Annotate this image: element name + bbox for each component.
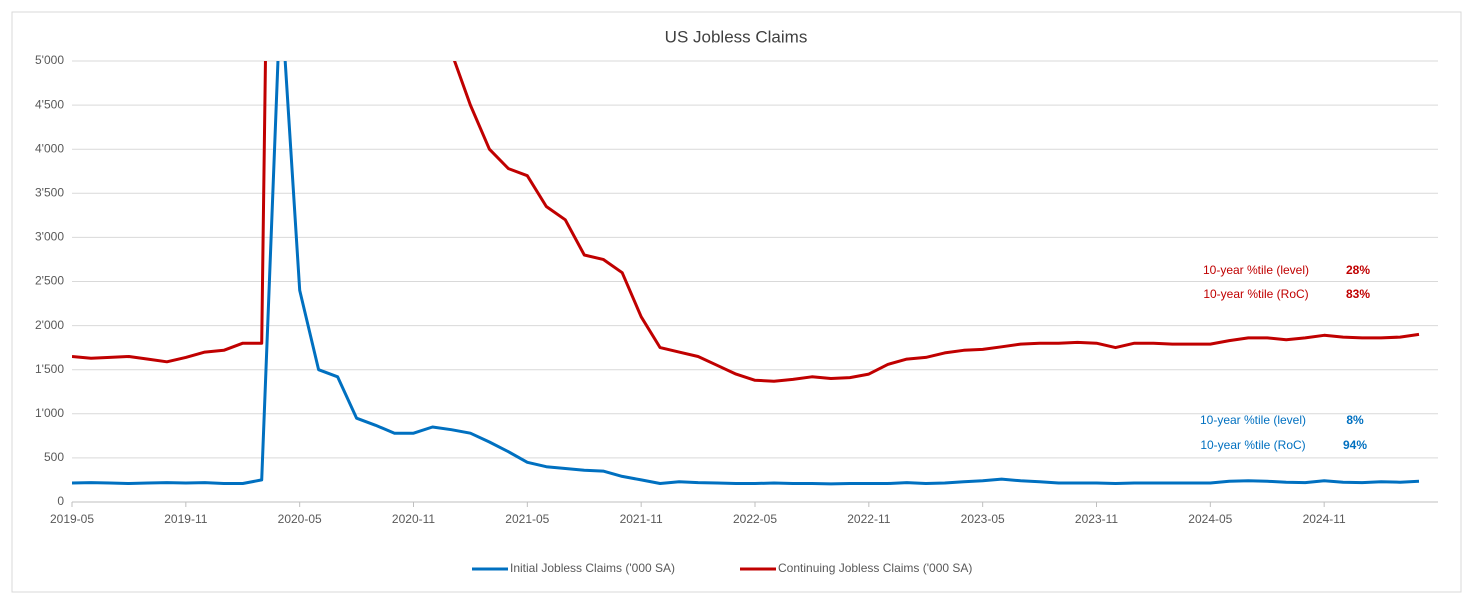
annotation-value: 94% <box>1343 438 1367 452</box>
x-tick-label: 2023-11 <box>1075 512 1118 526</box>
x-tick-label: 2021-05 <box>505 512 549 526</box>
x-tick-label: 2019-11 <box>164 512 207 526</box>
annotation-value: 83% <box>1346 287 1370 301</box>
chart-title: US Jobless Claims <box>665 27 808 46</box>
x-tick-label: 2023-05 <box>961 512 1005 526</box>
legend-label: Initial Jobless Claims ('000 SA) <box>510 561 675 575</box>
x-tick-label: 2022-11 <box>847 512 890 526</box>
annotation-label: 10-year %tile (RoC) <box>1200 438 1305 452</box>
y-tick-label: 3'500 <box>35 185 64 199</box>
x-tick-label: 2024-11 <box>1303 512 1346 526</box>
plot-area <box>72 61 1420 486</box>
x-tick-label: 2020-05 <box>278 512 322 526</box>
x-tick-label: 2021-11 <box>620 512 663 526</box>
annotation-value: 28% <box>1346 263 1370 277</box>
x-tick-label: 2022-05 <box>733 512 777 526</box>
y-tick-label: 5'000 <box>35 53 64 67</box>
series-line <box>72 61 1420 383</box>
annotation-label: 10-year %tile (level) <box>1200 413 1306 427</box>
y-tick-label: 3'000 <box>35 230 64 244</box>
y-tick-label: 1'000 <box>35 406 64 420</box>
y-tick-label: 500 <box>44 450 64 464</box>
y-tick-label: 4'000 <box>35 141 64 155</box>
legend-label: Continuing Jobless Claims ('000 SA) <box>778 561 972 575</box>
y-tick-label: 2'500 <box>35 274 64 288</box>
x-tick-label: 2024-05 <box>1188 512 1232 526</box>
annotation-label: 10-year %tile (level) <box>1203 263 1309 277</box>
x-tick-label: 2020-11 <box>392 512 435 526</box>
y-tick-label: 1'500 <box>35 362 64 376</box>
y-tick-label: 4'500 <box>35 97 64 111</box>
annotation-value: 8% <box>1346 413 1364 427</box>
annotation-label: 10-year %tile (RoC) <box>1203 287 1308 301</box>
x-tick-label: 2019-05 <box>50 512 94 526</box>
series-line <box>72 61 1420 486</box>
chart-frame <box>11 11 1462 593</box>
y-tick-label: 2'000 <box>35 318 64 332</box>
y-tick-label: 0 <box>57 494 64 508</box>
